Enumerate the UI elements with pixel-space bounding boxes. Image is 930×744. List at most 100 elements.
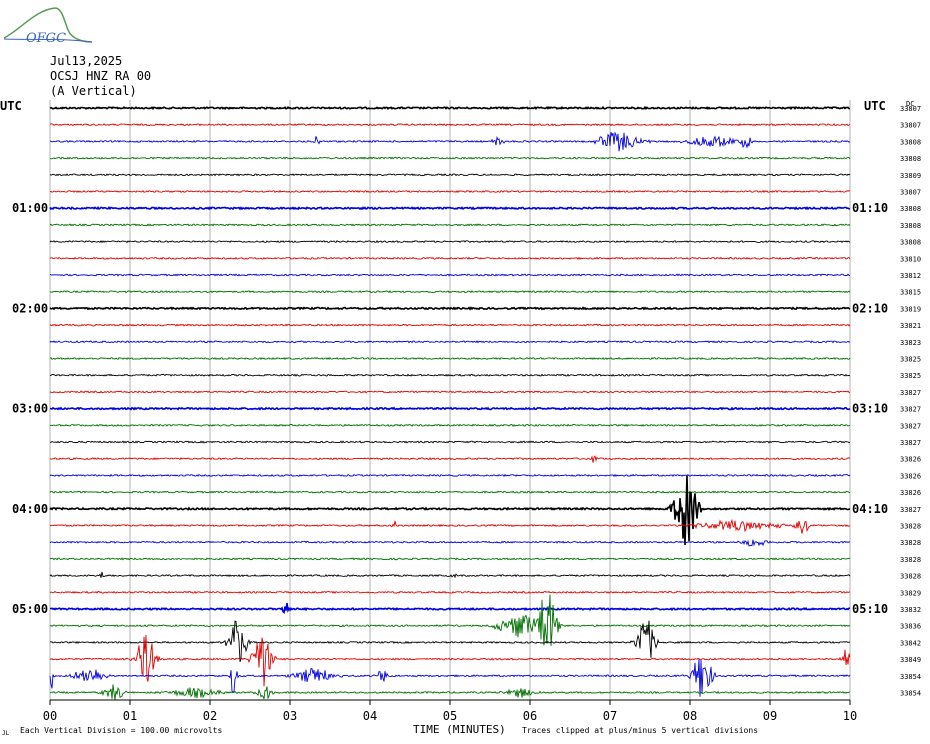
- trace-line-5: [49, 189, 851, 194]
- trace-line-22: [49, 473, 851, 477]
- trace-line-23: [49, 490, 851, 494]
- left-hour-label: 04:00: [12, 502, 48, 516]
- dc-offset-label: 33808: [900, 222, 921, 230]
- x-tick-label: 08: [683, 709, 697, 723]
- trace-line-3: [49, 156, 851, 160]
- trace-line-9: [49, 256, 851, 260]
- ofgc-logo: OFGC: [3, 7, 93, 46]
- dc-offset-label: 33807: [900, 105, 921, 113]
- trace-line-26: [49, 539, 851, 547]
- trace-line-33: [49, 634, 851, 687]
- logo-swoosh: [3, 7, 93, 43]
- x-tick-label: 07: [603, 709, 617, 723]
- dc-offset-label: 33807: [900, 189, 921, 197]
- trace-line-13: [49, 323, 851, 327]
- trace-line-30: [49, 602, 850, 614]
- dc-offset-label: 33823: [900, 339, 921, 347]
- trace-line-29: [49, 590, 851, 594]
- trace-line-34: [49, 658, 851, 697]
- right-hour-label: 02:10: [852, 301, 888, 315]
- trace-line-35: [49, 684, 850, 700]
- dc-offset-label: 33828: [900, 539, 921, 547]
- dc-offset-label: 33826: [900, 472, 921, 480]
- x-tick-label: 06: [523, 709, 537, 723]
- dc-offset-label: 33827: [900, 389, 921, 397]
- right-hour-label: 04:10: [852, 502, 888, 516]
- dc-offset-label: 33827: [900, 506, 921, 514]
- dc-offset-label: 33815: [900, 289, 921, 297]
- dc-offset-label: 33827: [900, 422, 921, 430]
- dc-offset-label: 33832: [900, 606, 921, 614]
- dc-offset-label: 33808: [900, 155, 921, 163]
- dc-offset-label: 33809: [900, 172, 921, 180]
- x-tick-label: 01: [123, 709, 137, 723]
- plot-date: Jul13,2025: [50, 54, 122, 68]
- trace-line-27: [49, 557, 851, 561]
- logo-swoosh-blue: [3, 38, 93, 43]
- dc-offset-label: 33812: [900, 272, 921, 280]
- trace-line-2: [49, 131, 851, 152]
- x-tick-label: 10: [843, 709, 857, 723]
- left-hour-label: 02:00: [12, 301, 48, 315]
- dc-offset-label: 33849: [900, 656, 921, 664]
- dc-offset-label: 33842: [900, 639, 921, 647]
- dc-offset-label: 33828: [900, 556, 921, 564]
- dc-offset-label: 33827: [900, 406, 921, 414]
- dc-offset-label: 33819: [900, 305, 921, 313]
- left-hour-label: 01:00: [12, 201, 48, 215]
- left-hour-label: 03:00: [12, 402, 48, 416]
- trace-line-7: [49, 223, 851, 227]
- trace-line-32: [49, 620, 851, 662]
- label-group: 00 01 02 03 04 05 06 07 08 09 10 33807 33807 33808 338…: [12, 105, 921, 723]
- dc-offset-label: 33807: [900, 122, 921, 130]
- logo-text: OFGC: [26, 31, 66, 46]
- x-tick-label: 03: [283, 709, 297, 723]
- dc-marker: DC: [906, 100, 914, 108]
- x-tick-label: 00: [43, 709, 57, 723]
- dc-offset-label: 33829: [900, 589, 921, 597]
- left-utc-title: UTC: [0, 99, 22, 113]
- dc-offset-label: 33828: [900, 523, 921, 531]
- dc-offset-label: 33854: [900, 690, 921, 698]
- trace-line-25: [49, 518, 851, 534]
- dc-offset-label: 33810: [900, 255, 921, 263]
- x-tick-label: 04: [363, 709, 377, 723]
- dc-offset-label: 33828: [900, 573, 921, 581]
- trace-line-31: [49, 594, 851, 646]
- right-utc-title: UTC: [864, 99, 886, 113]
- trace-line-11: [49, 290, 851, 294]
- station-label: OCSJ HNZ RA 00: [50, 69, 151, 83]
- dc-offset-label: 33826: [900, 489, 921, 497]
- dc-offset-label: 33827: [900, 439, 921, 447]
- trace-line-16: [49, 373, 851, 377]
- trace-line-6: [49, 205, 850, 211]
- right-hour-label: 05:10: [852, 602, 888, 616]
- dc-offset-label: 33808: [900, 205, 921, 213]
- trace-line-1: [49, 123, 851, 127]
- x-tick-label: 05: [443, 709, 457, 723]
- trace-line-20: [49, 440, 851, 444]
- trace-line-12: [49, 306, 851, 311]
- dc-offset-label: 33854: [900, 673, 921, 681]
- time-grid: [49, 100, 851, 705]
- scale-note: Each Vertical Division = 100.00 microvol…: [20, 726, 222, 735]
- trace-line-28: [49, 571, 851, 579]
- trace-line-10: [49, 273, 851, 277]
- trace-line-18: [49, 406, 851, 411]
- component-label: (A Vertical): [50, 84, 137, 98]
- trace-line-4: [49, 173, 851, 177]
- dc-offset-label: 33821: [900, 322, 921, 330]
- trace-line-17: [49, 390, 851, 394]
- trace-line-19: [49, 423, 851, 427]
- dc-offset-label: 33825: [900, 372, 921, 380]
- dc-offset-label: 33836: [900, 623, 921, 631]
- dc-offset-label: 33808: [900, 239, 921, 247]
- left-hour-label: 05:00: [12, 602, 48, 616]
- clip-note: Traces clipped at plus/minus 5 vertical …: [522, 726, 758, 735]
- dc-offset-label: 33826: [900, 456, 921, 464]
- dc-offset-label: 33808: [900, 138, 921, 146]
- corner-mark: JL: [2, 730, 10, 737]
- right-hour-label: 01:10: [852, 201, 888, 215]
- trace-line-0: [49, 105, 851, 111]
